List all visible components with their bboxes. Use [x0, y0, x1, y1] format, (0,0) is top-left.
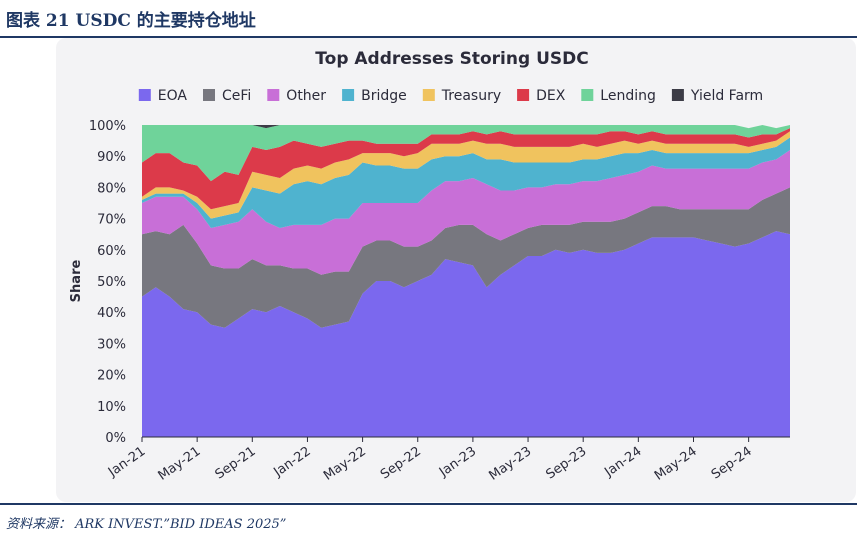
legend-swatch: [517, 89, 530, 101]
legend-label: DEX: [536, 88, 566, 104]
legend-item-treasury: Treasury: [422, 88, 501, 104]
legend-label: Other: [286, 88, 326, 104]
x-tick-label: Jan-24: [601, 444, 644, 481]
area-treasury: [142, 131, 790, 219]
figure-title: 图表 21 USDC 的主要持仓地址: [6, 11, 256, 31]
chart-title: Top Addresses Storing USDC: [315, 49, 588, 69]
y-tick-label: 20%: [97, 369, 126, 384]
legend-label: Yield Farm: [690, 88, 763, 104]
legend-label: EOA: [158, 88, 188, 104]
legend: EOA CeFi Other Bridge Treasury DEX Lending Yiel…: [138, 88, 763, 104]
legend-item-eoa: EOA: [138, 88, 188, 104]
y-tick-label: 60%: [97, 244, 126, 259]
legend-swatch: [342, 89, 355, 101]
x-tick-label: Jan-21: [105, 444, 148, 481]
y-tick-label: 80%: [97, 181, 126, 196]
figure-source: 资料来源： ARK INVEST.”BID IDEAS 2025”: [6, 517, 287, 532]
x-tick-label: May-23: [486, 444, 534, 484]
legend-swatch: [138, 89, 151, 101]
figure-footer: 资料来源： ARK INVEST.”BID IDEAS 2025”: [0, 503, 857, 534]
legend-label: Bridge: [361, 88, 407, 104]
legend-item-other: Other: [267, 88, 326, 104]
y-axis-label: Share: [69, 260, 84, 303]
legend-item-cefi: CeFi: [203, 88, 251, 104]
legend-swatch: [581, 89, 594, 101]
area-lending: [142, 125, 790, 182]
x-tick-label: Sep-21: [213, 444, 259, 483]
legend-swatch: [267, 89, 280, 101]
legend-item-yield-farm: Yield Farm: [671, 88, 763, 104]
legend-label: Treasury: [441, 88, 501, 104]
legend-swatch: [203, 89, 215, 101]
y-tick-label: 10%: [97, 400, 126, 415]
x-tick-label: Jan-23: [436, 444, 479, 481]
y-tick-label: 70%: [97, 213, 126, 228]
legend-item-lending: Lending: [581, 88, 656, 104]
legend-item-bridge: Bridge: [342, 88, 407, 104]
area-dex: [142, 128, 790, 210]
x-tick-label: May-24: [652, 444, 700, 484]
y-tick-label: 0%: [105, 431, 126, 446]
legend-swatch: [671, 89, 684, 101]
y-tick-label: 30%: [97, 337, 126, 352]
x-tick-label: Sep-24: [709, 444, 755, 483]
x-tick-label: Jan-22: [270, 444, 313, 481]
area-eoa: [142, 231, 790, 437]
area-bridge: [142, 137, 790, 228]
x-tick-label: May-22: [321, 444, 369, 484]
area-yield-farm: [142, 125, 790, 129]
x-axis: Jan-21 May-21 Sep-21 Jan-22 May-22 Sep-22 Jan-…: [105, 436, 790, 484]
area-cefi: [142, 187, 790, 328]
x-tick-label: Sep-23: [543, 444, 589, 483]
x-tick-label: Sep-22: [378, 444, 424, 483]
y-tick-label: 50%: [97, 275, 126, 290]
legend-item-dex: DEX: [517, 88, 566, 104]
area-layers: [142, 125, 790, 437]
y-tick-label: 40%: [97, 306, 126, 321]
legend-label: CeFi: [222, 88, 251, 104]
y-tick-label: 90%: [97, 150, 126, 165]
y-tick-label: 100%: [89, 119, 126, 134]
area-other: [142, 149, 790, 275]
legend-swatch: [422, 89, 435, 101]
x-tick-label: May-21: [156, 444, 204, 484]
y-axis: 0% 10% 20% 30% 40% 50% 60% 70% 80% 90% 100%: [89, 119, 126, 446]
legend-label: Lending: [600, 88, 656, 104]
figure-header: 图表 21 USDC 的主要持仓地址: [0, 0, 857, 38]
